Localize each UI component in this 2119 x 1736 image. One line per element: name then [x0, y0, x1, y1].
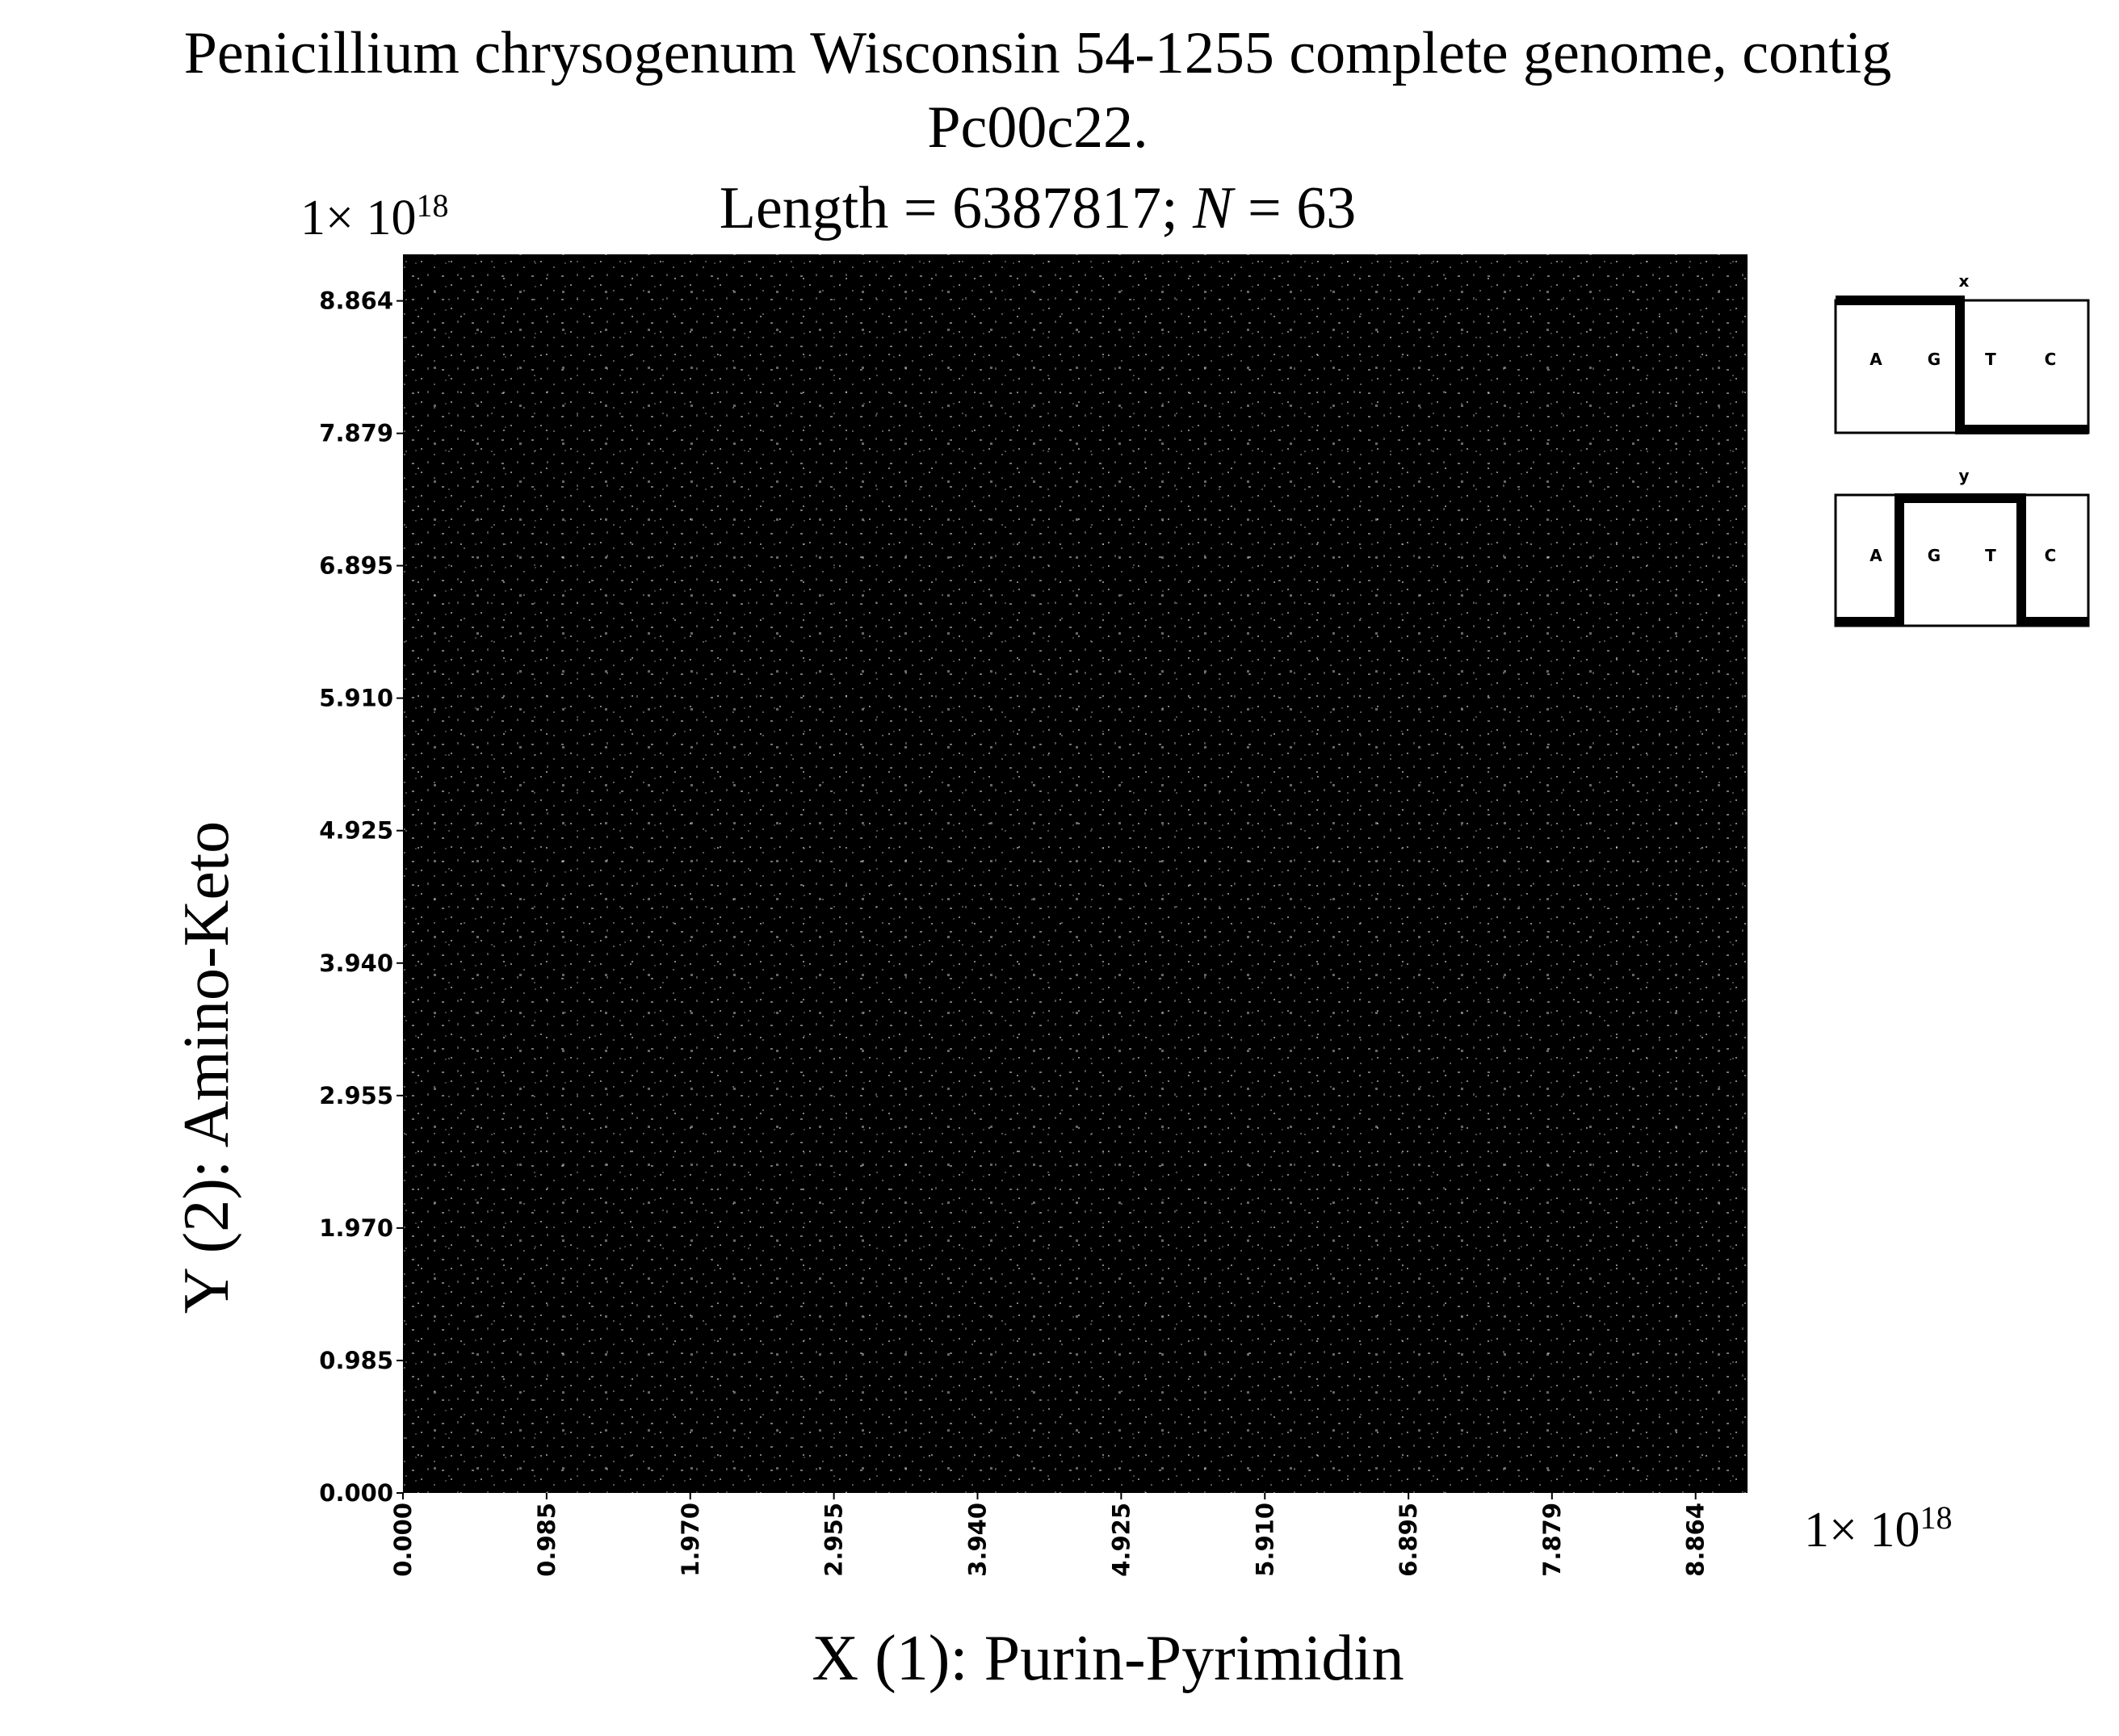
chart-subtitle: Length = 6387817; N = 63 [720, 175, 1357, 241]
y-tick-label: 4.925 [319, 817, 393, 845]
y-tick-label: 8.864 [319, 287, 393, 315]
inset-step [1836, 296, 2088, 434]
x-tick-label: 8.864 [1682, 1503, 1710, 1577]
chart-title: Penicillium chrysogenum Wisconsin 54-125… [184, 20, 1892, 86]
x-scale-label: 1× 1018 [1804, 1499, 1952, 1558]
y-tick-label: 0.000 [319, 1479, 393, 1507]
chart-title: Pc00c22. [927, 94, 1148, 161]
subtitle-part: = 63 [1233, 175, 1357, 241]
y-tick-label: 0.985 [319, 1347, 393, 1374]
inset-label: y [1958, 466, 1969, 485]
inset-letter: C [2045, 350, 2057, 369]
inset: x A G T C [1834, 271, 2090, 434]
x-axis-label: X (1): Purin-Pyrimidin [812, 1623, 1404, 1694]
inset-letter: C [2045, 546, 2057, 565]
inset-letter: T [1985, 546, 1996, 565]
x-tick-label: 3.940 [964, 1503, 992, 1577]
inset-letter: T [1985, 350, 1996, 369]
x-tick-label: 1.970 [677, 1503, 704, 1577]
y-tick-label: 6.895 [319, 552, 393, 580]
y-tick-label: 2.955 [319, 1082, 393, 1109]
inset-letter: A [1869, 546, 1882, 565]
scale-exp: 18 [416, 187, 448, 224]
x-tick-label: 2.955 [820, 1503, 848, 1577]
y-scale-label: 1× 1018 [300, 187, 448, 245]
y-tick-label: 5.910 [319, 685, 393, 712]
subtitle-part: N [1192, 175, 1236, 241]
scale-base: 1× 10 [1804, 1503, 1920, 1558]
y-tick-label: 1.970 [319, 1214, 393, 1242]
x-tick-label: 5.910 [1251, 1503, 1278, 1577]
plot-texture [403, 254, 1748, 1493]
subtitle-part: Length = 6387817; [720, 175, 1193, 241]
inset: y A G T C [1834, 466, 2090, 627]
x-tick-label: 4.925 [1107, 1503, 1135, 1577]
inset-box [1834, 493, 2090, 627]
inset-label: x [1959, 271, 1970, 291]
x-tick-label: 7.879 [1538, 1503, 1566, 1577]
y-axis-label: Y (2): Amino-Keto [171, 821, 242, 1314]
x-tick-label: 0.985 [533, 1503, 560, 1577]
inset-letter: G [1928, 546, 1941, 565]
x-tick-label: 0.000 [389, 1503, 417, 1577]
x-tick-label: 6.895 [1395, 1503, 1422, 1577]
inset-letter: G [1928, 350, 1941, 369]
y-tick-label: 3.940 [319, 950, 393, 977]
scale-exp: 18 [1920, 1499, 1952, 1536]
inset-letter: A [1869, 350, 1882, 369]
y-tick-label: 7.879 [319, 420, 393, 447]
scale-base: 1× 10 [300, 191, 416, 245]
inset-step [1836, 493, 2088, 627]
